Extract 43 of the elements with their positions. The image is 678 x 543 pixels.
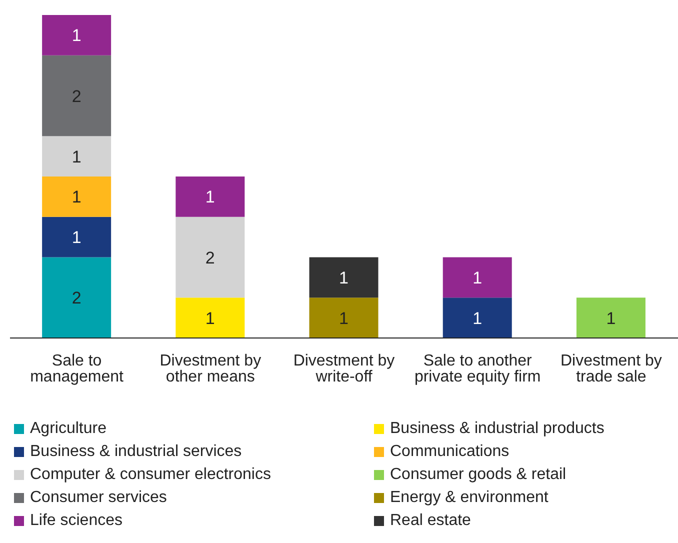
data-label: 1: [72, 147, 82, 166]
x-tick-label: Sale to another private equity firm: [414, 352, 541, 386]
bar: [42, 216, 112, 258]
data-label: 1: [339, 308, 348, 328]
bar: [42, 55, 112, 136]
bar: [42, 176, 112, 217]
data-label: 2: [72, 288, 82, 308]
x-tick-label: Sale to management: [30, 352, 124, 386]
bar: [42, 15, 112, 56]
x-tick-label: Divestment by other means: [160, 352, 262, 386]
legend-label: Life sciences: [30, 512, 122, 530]
bar: [442, 298, 512, 338]
legend-label: Real estate: [390, 512, 471, 530]
legend-label: Energy & environment: [390, 488, 548, 506]
bar: [576, 298, 646, 338]
data-label: 1: [72, 26, 82, 46]
data-label: 2: [72, 86, 82, 106]
data-label: 1: [472, 268, 482, 288]
data-label: 1: [339, 268, 348, 288]
bar: [442, 257, 512, 298]
legend-label: Business & industrial products: [390, 420, 604, 438]
data-label: 1: [205, 188, 215, 207]
bar: [309, 298, 378, 338]
x-tick-label: Divestment by trade sale: [560, 352, 662, 386]
legend-label: Business & industrial services: [30, 442, 242, 460]
legend-label: Agriculture: [30, 420, 106, 438]
data-label: 1: [472, 308, 482, 328]
data-label: 1: [606, 308, 616, 328]
bar: [176, 298, 245, 338]
legend-label: Computer & consumer electronics: [30, 466, 271, 484]
data-label: 1: [72, 188, 82, 207]
bar: [176, 216, 245, 298]
legend-label: Consumer services: [30, 488, 167, 506]
bar: [42, 257, 112, 338]
data-label: 1: [205, 308, 215, 328]
bar: [176, 176, 245, 217]
x-tick-label: Divestment by write-off: [293, 352, 395, 386]
bar: [42, 136, 112, 176]
legend-label: Consumer goods & retail: [390, 466, 566, 484]
data-label: 1: [72, 228, 82, 248]
bar: [309, 257, 378, 298]
legend-label: Communications: [390, 442, 510, 460]
data-label: 2: [205, 248, 215, 268]
